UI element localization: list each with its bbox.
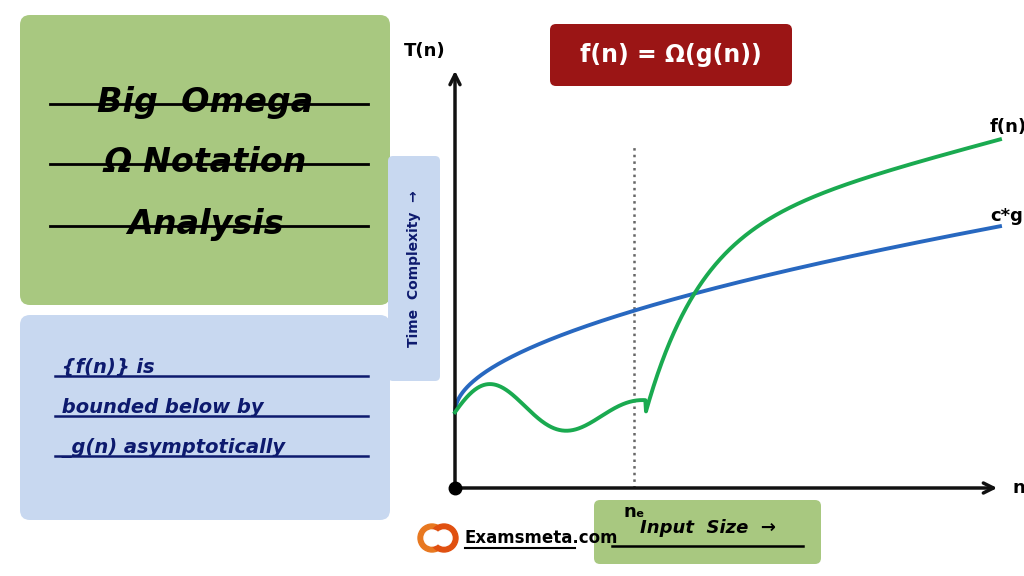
Text: n: n <box>1012 479 1024 497</box>
Circle shape <box>430 524 458 552</box>
FancyBboxPatch shape <box>594 500 821 564</box>
Text: Input  Size  →: Input Size → <box>640 519 775 537</box>
Circle shape <box>418 524 446 552</box>
FancyBboxPatch shape <box>388 156 440 381</box>
Text: bounded below by: bounded below by <box>55 398 263 417</box>
Text: _g(n) asymptotically: _g(n) asymptotically <box>55 438 285 458</box>
Text: f(n): f(n) <box>990 119 1024 137</box>
Text: c*g(n): c*g(n) <box>990 207 1024 225</box>
Text: Analysis: Analysis <box>127 208 284 241</box>
Circle shape <box>436 530 452 546</box>
Text: Time  Complexity  →: Time Complexity → <box>407 191 421 347</box>
FancyBboxPatch shape <box>20 15 390 305</box>
Text: Ω Notation: Ω Notation <box>103 146 306 179</box>
Text: f(n) = Ω(g(n)): f(n) = Ω(g(n)) <box>581 43 762 67</box>
Circle shape <box>424 530 440 546</box>
Text: Examsmeta.com: Examsmeta.com <box>465 529 618 547</box>
Text: {f(n)} is: {f(n)} is <box>55 358 155 377</box>
FancyBboxPatch shape <box>20 315 390 520</box>
Text: T(n): T(n) <box>403 42 445 60</box>
Text: nₑ: nₑ <box>624 503 645 521</box>
FancyBboxPatch shape <box>550 24 792 86</box>
Text: Big  Omega: Big Omega <box>97 86 313 119</box>
